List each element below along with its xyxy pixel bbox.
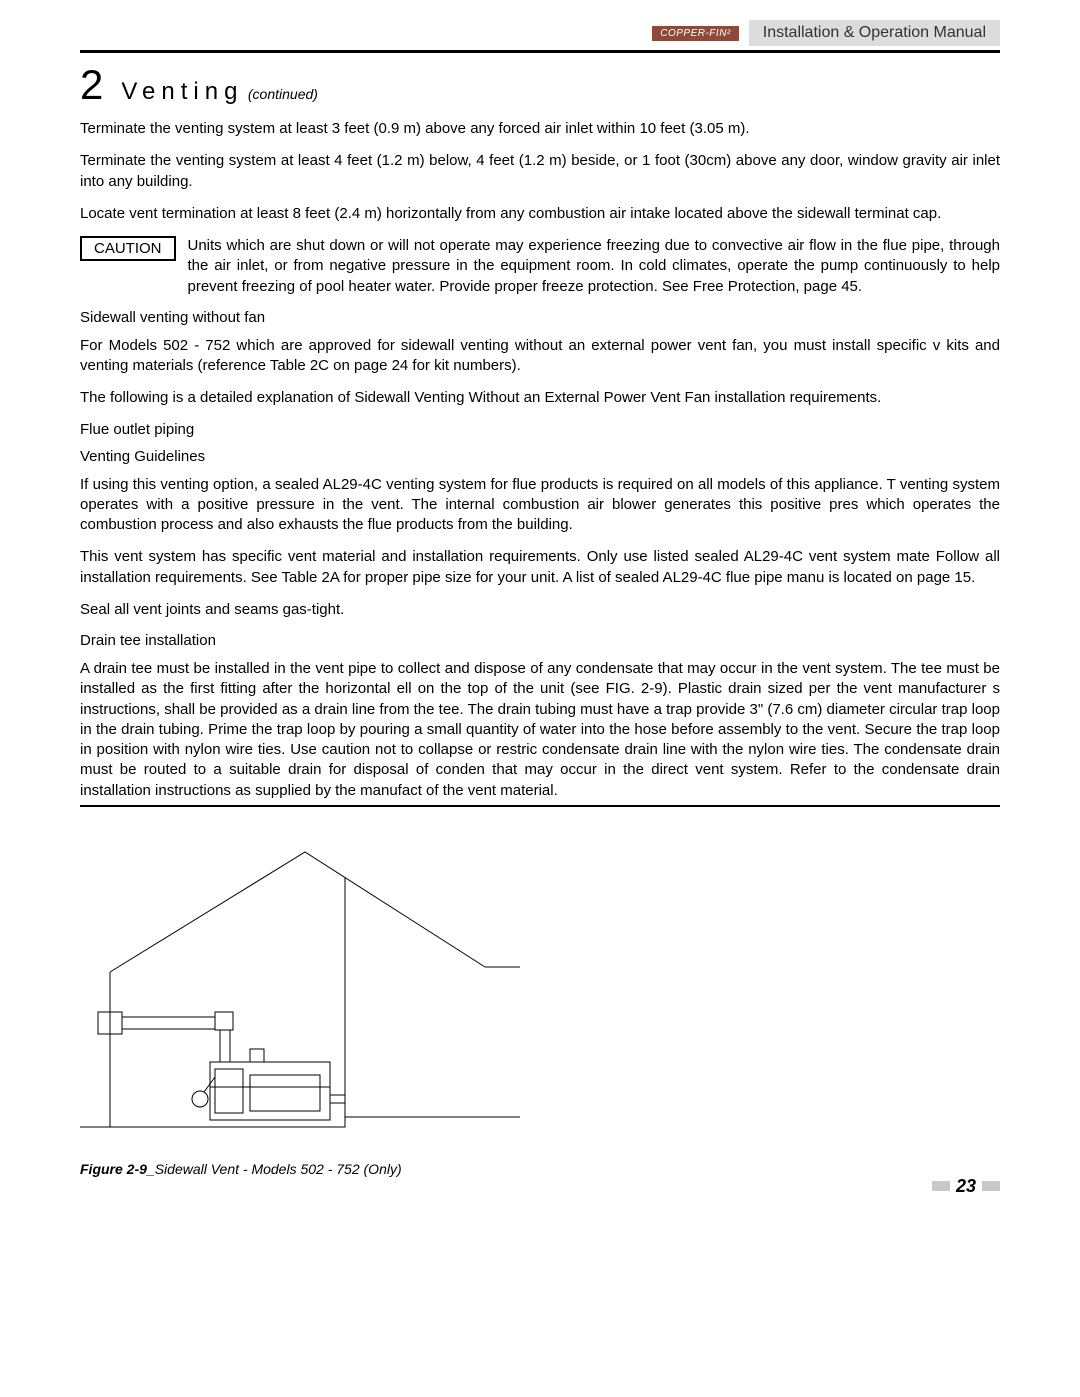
- footer-decor-right-icon: [982, 1181, 1000, 1191]
- figure-label: Figure 2-9_: [80, 1161, 155, 1177]
- header-bar: COPPER-FIN² Installation & Operation Man…: [80, 20, 1000, 46]
- figure-description: Sidewall Vent - Models 502 - 752 (Only): [155, 1161, 402, 1177]
- subheading-sidewall: Sidewall venting without fan: [80, 309, 1000, 326]
- paragraph: Terminate the venting system at least 4 …: [80, 151, 1000, 192]
- subheading-guidelines: Venting Guidelines: [80, 448, 1000, 465]
- paragraph: Terminate the venting system at least 3 …: [80, 119, 1000, 139]
- paragraph: Seal all vent joints and seams gas-tight…: [80, 600, 1000, 620]
- paragraph: If using this venting option, a sealed A…: [80, 475, 1000, 536]
- bottom-rule: [80, 805, 1000, 807]
- subheading-flue: Flue outlet piping: [80, 421, 1000, 438]
- paragraph: The following is a detailed explanation …: [80, 388, 1000, 408]
- page-footer: 23: [932, 1176, 1000, 1197]
- section-continued: (continued): [248, 86, 318, 102]
- sidewall-vent-diagram-icon: [80, 837, 520, 1147]
- page-number: 23: [956, 1176, 976, 1197]
- brand-badge: COPPER-FIN²: [652, 26, 739, 41]
- figure-diagram: [80, 837, 520, 1147]
- paragraph: For Models 502 - 752 which are approved …: [80, 336, 1000, 377]
- footer-decor-left-icon: [932, 1181, 950, 1191]
- caution-row: CAUTION Units which are shut down or wil…: [80, 236, 1000, 297]
- paragraph: A drain tee must be installed in the ven…: [80, 659, 1000, 801]
- paragraph: This vent system has specific vent mater…: [80, 547, 1000, 588]
- top-rule: [80, 50, 1000, 53]
- section-heading: 2 Venting (continued): [80, 61, 1000, 109]
- paragraph: Locate vent termination at least 8 feet …: [80, 204, 1000, 224]
- subheading-drain: Drain tee installation: [80, 632, 1000, 649]
- section-title: Venting: [121, 78, 243, 105]
- figure-caption: Figure 2-9_Sidewall Vent - Models 502 - …: [80, 1161, 1000, 1177]
- section-number: 2: [80, 61, 103, 109]
- figure-area: Figure 2-9_Sidewall Vent - Models 502 - …: [80, 837, 1000, 1177]
- caution-text: Units which are shut down or will not op…: [188, 236, 1001, 297]
- manual-title: Installation & Operation Manual: [749, 20, 1000, 46]
- caution-label: CAUTION: [80, 236, 176, 261]
